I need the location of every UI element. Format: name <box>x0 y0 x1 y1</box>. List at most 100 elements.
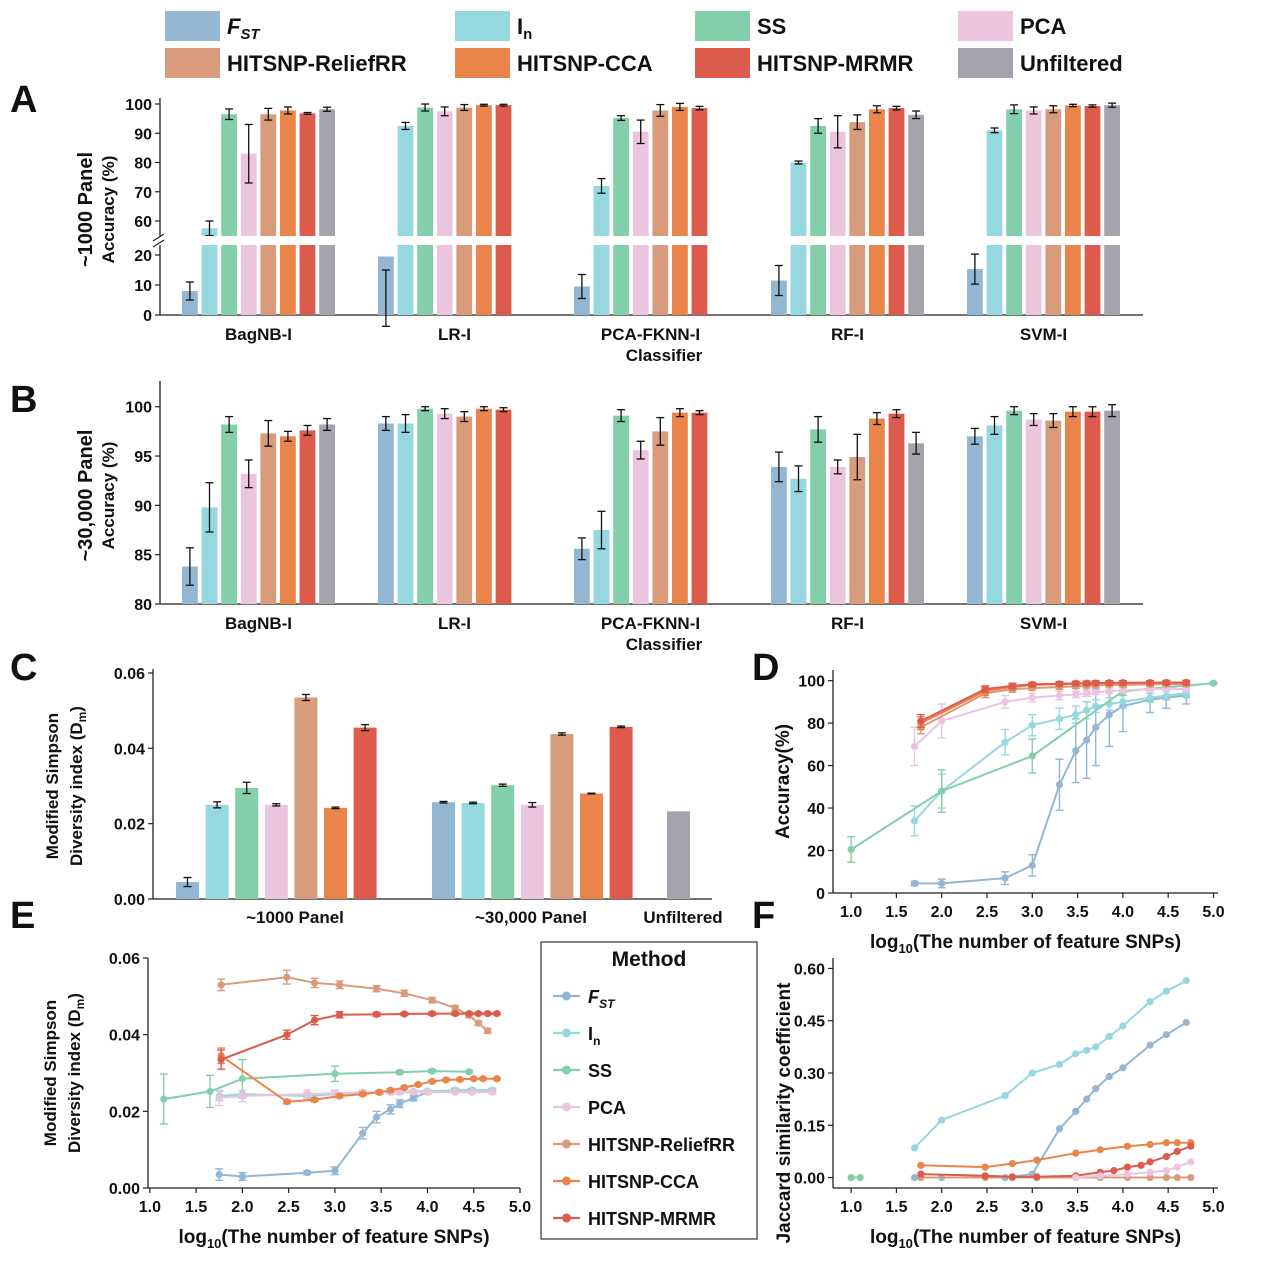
x-tick-label: 2.5 <box>976 1199 998 1216</box>
data-point-in <box>1182 977 1190 985</box>
data-point-mrmr <box>917 1170 925 1178</box>
y-tick-label: 10 <box>134 278 152 295</box>
data-point-relief <box>1162 1173 1170 1182</box>
data-point-pca <box>1072 1173 1080 1182</box>
data-point-ss <box>160 1095 168 1103</box>
legend-label-pca-main: PCA <box>1020 14 1067 39</box>
method-legend-label-relief: HITSNP-ReliefRR <box>588 1135 735 1155</box>
bar-mrmr <box>691 108 708 315</box>
legend-marker-cca <box>562 1176 571 1186</box>
x-tick-label: 2.0 <box>931 904 953 921</box>
bar-unf <box>319 109 335 315</box>
data-point-ss <box>396 1068 404 1076</box>
data-point-mrmr <box>1028 680 1036 689</box>
data-point-mrmr <box>1008 1173 1016 1181</box>
data-point-cca <box>1008 1160 1016 1168</box>
data-point-fst <box>1105 1072 1113 1081</box>
method-legend-label-ss: SS <box>588 1061 612 1081</box>
data-point-relief <box>1173 1173 1181 1182</box>
data-point-mrmr <box>1162 1153 1170 1161</box>
data-point-mrmr <box>465 1009 473 1018</box>
data-point-in <box>1055 715 1064 723</box>
x-tick-label: 3.0 <box>1021 1199 1043 1216</box>
bar-mrmr <box>353 727 377 899</box>
data-point-pca <box>1173 1163 1181 1171</box>
series-line-relief <box>220 976 489 1032</box>
x-tick-label: 3.0 <box>1021 904 1043 921</box>
method-legend-label-fst-main: F <box>588 987 600 1007</box>
method-legend-label-mrmr-main: HITSNP-MRMR <box>588 1209 716 1229</box>
legend-swatch-unf <box>958 48 1013 78</box>
data-point-mrmr <box>428 1009 436 1018</box>
panel-letter-f: F <box>752 895 775 937</box>
panel-c: 0.00 0.02 0.04 0.06 ~1000 Panel ~30,000 Panel… <box>43 666 723 927</box>
y-tick-label: 0.00 <box>114 892 145 909</box>
y-axis-title: Modified Simpson <box>41 1000 60 1146</box>
data-point-cca <box>479 1075 487 1083</box>
x-tick-label: 3.0 <box>324 1199 346 1216</box>
data-point-fst <box>1092 723 1100 731</box>
x-tick-label: 4.5 <box>1157 1199 1179 1216</box>
y-tick-label: 100 <box>798 674 825 691</box>
bar-ss <box>221 424 237 604</box>
x-tick-label: 4.5 <box>1157 904 1179 921</box>
legend-label-mrmr: HITSNP-MRMR <box>757 51 914 76</box>
y-tick-label: 0.04 <box>109 1028 140 1045</box>
category-label: PCA-FKNN-I <box>601 614 700 633</box>
bar-pca <box>1025 110 1042 315</box>
bar-fst <box>771 280 787 315</box>
panel-letters: A B C D E F <box>10 79 779 937</box>
method-legend-label-in: In <box>588 1024 601 1048</box>
bar-ss <box>613 415 629 604</box>
data-point-cca <box>310 1096 319 1104</box>
x-axis-title-part: log <box>178 1227 207 1248</box>
data-point-pca <box>1146 1168 1154 1176</box>
data-point-in <box>1119 698 1127 706</box>
data-point-cca <box>335 1092 344 1100</box>
x-axis-title-part: (The number of feature SNPs) <box>913 1227 1181 1248</box>
x-axis-title: Classifier <box>626 346 703 365</box>
panel-b: 80 85 90 95 100 BagNB-I LR-I PCA-FKNN-I RF-I SVM-… <box>75 381 1143 654</box>
legend-swatch-fst <box>165 11 220 41</box>
data-point-pca <box>1092 688 1100 696</box>
method-legend-label-pca-main: PCA <box>588 1098 626 1118</box>
method-legend-label-in-main: I <box>588 1024 593 1044</box>
bar-relief <box>1045 420 1062 604</box>
y-axis-title: ~30,000 Panel <box>75 430 97 562</box>
x-axis-title-part: (The number of feature SNPs) <box>221 1227 489 1248</box>
bar-in <box>593 185 610 315</box>
data-point-in <box>938 1116 946 1124</box>
method-legend-label-fst: FST <box>588 987 616 1011</box>
data-point-in <box>1092 702 1100 710</box>
data-point-mrmr <box>283 1031 291 1039</box>
data-point-fst <box>359 1129 367 1137</box>
y-axis-title: Diversity index (Dm) <box>65 993 87 1153</box>
bar-pca <box>829 131 846 315</box>
data-point-relief <box>451 1004 459 1012</box>
data-point-in <box>1119 1022 1127 1030</box>
data-point-fst <box>1092 1085 1100 1093</box>
data-point-fst <box>215 1170 223 1179</box>
data-point-mrmr <box>372 1010 381 1018</box>
data-point-fst <box>1146 1041 1154 1049</box>
data-point-mrmr <box>1173 1147 1181 1156</box>
data-point-in <box>1083 1046 1091 1054</box>
data-point-in <box>1055 1060 1064 1068</box>
data-point-mrmr <box>335 1011 344 1019</box>
data-point-relief <box>217 981 225 989</box>
data-point-pca <box>215 1094 223 1102</box>
y-tick-label: 0.06 <box>114 666 145 683</box>
bar-cca <box>280 436 296 604</box>
bar-mrmr <box>495 105 512 315</box>
legend-swatch-in <box>455 11 510 41</box>
data-point-mrmr <box>484 1009 492 1018</box>
data-point-relief <box>474 1019 482 1027</box>
bar-fst <box>378 423 394 604</box>
panel-letter-c: C <box>10 647 37 689</box>
data-point-cca <box>917 1161 925 1169</box>
bar-ss <box>613 118 629 315</box>
series-line-fst <box>914 1021 1187 1179</box>
panel-letter-e: E <box>10 895 35 937</box>
data-point-fst <box>938 879 946 888</box>
